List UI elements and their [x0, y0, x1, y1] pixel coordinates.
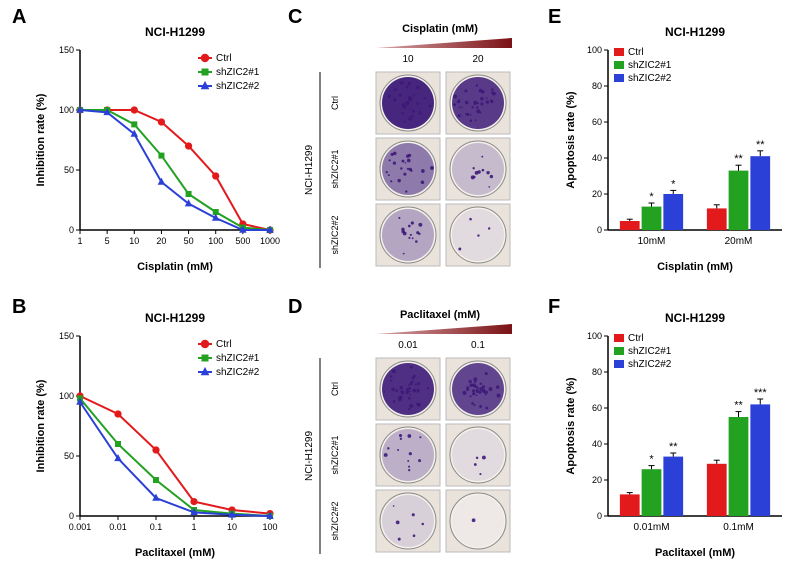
svg-text:100: 100 — [587, 331, 602, 341]
svg-text:Cisplatin (mM): Cisplatin (mM) — [657, 261, 733, 273]
svg-text:Cisplatin (mM): Cisplatin (mM) — [402, 23, 478, 35]
svg-text:shZIC2#2: shZIC2#2 — [330, 501, 340, 540]
svg-text:shZIC2#1: shZIC2#1 — [628, 60, 672, 71]
svg-text:Ctrl: Ctrl — [628, 47, 644, 58]
svg-text:*: * — [649, 454, 654, 466]
svg-text:***: *** — [754, 387, 768, 399]
svg-text:NCI-H1299: NCI-H1299 — [665, 311, 725, 325]
svg-text:20mM: 20mM — [725, 236, 753, 247]
svg-text:10mM: 10mM — [638, 236, 666, 247]
svg-text:Ctrl: Ctrl — [216, 53, 232, 64]
svg-text:60: 60 — [592, 403, 602, 413]
svg-text:1: 1 — [191, 522, 196, 532]
svg-text:0: 0 — [69, 511, 74, 521]
panel-b-chart: NCI-H1299 0 50 100 150 0.001 0.01 0.1 1 10 100 Pacl… — [30, 306, 280, 566]
svg-text:0.1: 0.1 — [471, 340, 485, 351]
panel-label-a: A — [12, 6, 26, 29]
svg-text:0: 0 — [597, 511, 602, 521]
svg-text:0.1mM: 0.1mM — [723, 522, 754, 533]
svg-text:NCI-H1299: NCI-H1299 — [304, 145, 315, 195]
svg-text:NCI-H1299: NCI-H1299 — [145, 25, 205, 39]
svg-text:Ctrl: Ctrl — [330, 96, 340, 110]
svg-text:150: 150 — [59, 45, 74, 55]
svg-text:NCI-H1299: NCI-H1299 — [145, 311, 205, 325]
svg-text:*: * — [671, 178, 676, 190]
svg-text:40: 40 — [592, 153, 602, 163]
svg-text:50: 50 — [64, 165, 74, 175]
svg-text:100: 100 — [262, 522, 277, 532]
svg-text:Ctrl: Ctrl — [216, 339, 232, 350]
svg-text:shZIC2#2: shZIC2#2 — [628, 73, 672, 84]
svg-text:Inhibition rate (%): Inhibition rate (%) — [35, 93, 47, 186]
svg-text:60: 60 — [592, 117, 602, 127]
svg-text:20: 20 — [156, 236, 166, 246]
svg-text:shZIC2#2: shZIC2#2 — [628, 359, 672, 370]
svg-text:**: ** — [734, 153, 743, 165]
svg-text:0: 0 — [69, 225, 74, 235]
svg-text:shZIC2#1: shZIC2#1 — [216, 67, 260, 78]
svg-text:20: 20 — [592, 475, 602, 485]
svg-text:0.01: 0.01 — [398, 340, 418, 351]
svg-text:**: ** — [756, 139, 765, 151]
svg-text:shZIC2#1: shZIC2#1 — [216, 353, 260, 364]
svg-text:0.01mM: 0.01mM — [633, 522, 669, 533]
svg-text:100: 100 — [59, 105, 74, 115]
svg-text:50: 50 — [184, 236, 194, 246]
panel-a-chart: NCI-H1299 0 50 100 150 1 5 10 20 50 100 500 1000 Cisp… — [30, 20, 280, 280]
svg-text:shZIC2#2: shZIC2#2 — [216, 367, 260, 378]
svg-text:100: 100 — [59, 391, 74, 401]
svg-text:shZIC2#1: shZIC2#1 — [628, 346, 672, 357]
svg-text:*: * — [649, 191, 654, 203]
svg-text:5: 5 — [105, 236, 110, 246]
svg-text:0.1: 0.1 — [150, 522, 163, 532]
panel-d-wells: Paclitaxel (mM) 0.01 0.1 NCI-H1299 Ctrl shZIC… — [300, 306, 530, 566]
svg-text:shZIC2#1: shZIC2#1 — [330, 435, 340, 474]
svg-text:Cisplatin (mM): Cisplatin (mM) — [137, 261, 213, 273]
panel-label-f: F — [548, 296, 560, 319]
svg-text:10: 10 — [129, 236, 139, 246]
svg-text:10: 10 — [227, 522, 237, 532]
svg-text:10: 10 — [402, 54, 414, 65]
svg-text:Inhibition rate (%): Inhibition rate (%) — [35, 379, 47, 472]
svg-text:Ctrl: Ctrl — [628, 333, 644, 344]
panel-f-chart: NCI-H1299 0 20 40 60 80 100 Paclitaxel (mM) Apop… — [560, 306, 790, 566]
panel-label-b: B — [12, 296, 26, 319]
svg-text:**: ** — [734, 400, 743, 412]
svg-text:Ctrl: Ctrl — [330, 382, 340, 396]
svg-text:Apoptosis rate (%): Apoptosis rate (%) — [565, 377, 577, 475]
svg-text:0.001: 0.001 — [69, 522, 92, 532]
svg-text:80: 80 — [592, 81, 602, 91]
svg-text:500: 500 — [235, 236, 250, 246]
svg-text:80: 80 — [592, 367, 602, 377]
svg-text:NCI-H1299: NCI-H1299 — [665, 25, 725, 39]
svg-text:20: 20 — [472, 54, 484, 65]
svg-text:40: 40 — [592, 439, 602, 449]
svg-text:1: 1 — [77, 236, 82, 246]
svg-text:Paclitaxel (mM): Paclitaxel (mM) — [135, 547, 215, 559]
svg-text:100: 100 — [208, 236, 223, 246]
svg-text:150: 150 — [59, 331, 74, 341]
svg-text:Paclitaxel (mM): Paclitaxel (mM) — [655, 547, 735, 559]
svg-text:20: 20 — [592, 189, 602, 199]
figure: A B C D E F NCI-H12990501001501510205010… — [0, 0, 802, 578]
svg-text:0.01: 0.01 — [109, 522, 127, 532]
svg-text:50: 50 — [64, 451, 74, 461]
svg-text:**: ** — [669, 441, 678, 453]
svg-text:NCI-H1299: NCI-H1299 — [304, 431, 315, 481]
svg-text:100: 100 — [587, 45, 602, 55]
svg-text:shZIC2#2: shZIC2#2 — [330, 215, 340, 254]
svg-text:Apoptosis rate (%): Apoptosis rate (%) — [565, 91, 577, 189]
svg-text:shZIC2#1: shZIC2#1 — [330, 149, 340, 188]
panel-e-chart: NCI-H1299 0 20 40 60 80 100 Cisplatin (mM) Apopt… — [560, 20, 790, 280]
svg-text:1000: 1000 — [260, 236, 280, 246]
panel-c-wells: Cisplatin (mM) 10 20 NCI-H1299 Ctrl shZIC2#1 s… — [300, 20, 530, 280]
svg-text:0: 0 — [597, 225, 602, 235]
svg-text:shZIC2#2: shZIC2#2 — [216, 81, 260, 92]
svg-text:Paclitaxel (mM): Paclitaxel (mM) — [400, 309, 480, 321]
